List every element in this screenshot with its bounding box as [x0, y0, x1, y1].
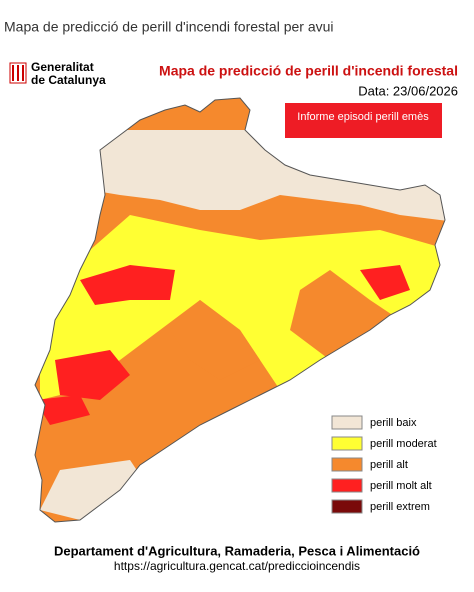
- footer-url: https://agricultura.gencat.cat/prediccio…: [114, 559, 360, 573]
- legend-swatch: [331, 436, 363, 451]
- footer-department: Departament d'Agricultura, Ramaderia, Pe…: [54, 543, 420, 558]
- report-button[interactable]: [285, 103, 442, 138]
- logo: Generalitat de Catalunya: [9, 60, 106, 87]
- legend-swatch: [331, 499, 363, 514]
- legend-label: perill extrem: [370, 501, 430, 513]
- legend-swatch: [331, 415, 363, 430]
- legend-label: perill alt: [370, 459, 408, 471]
- page-title: Mapa de predicció de perill d'incendi fo…: [4, 19, 334, 35]
- logo-text: de Catalunya: [31, 73, 106, 87]
- legend-label: perill molt alt: [370, 480, 432, 492]
- legend-swatch: [331, 478, 363, 493]
- legend-swatch: [331, 457, 363, 472]
- legend-label: perill moderat: [370, 438, 437, 450]
- map-date: Data: 23/06/2026: [358, 83, 458, 98]
- report-button-text[interactable]: Informe episodi perill emès: [297, 111, 429, 123]
- legend: perill baix perill moderat perill alt peril…: [331, 415, 437, 514]
- logo-text: Generalitat: [31, 60, 94, 74]
- legend-label: perill baix: [370, 417, 417, 429]
- map-title: Mapa de predicció de perill d'incendi fo…: [159, 63, 458, 79]
